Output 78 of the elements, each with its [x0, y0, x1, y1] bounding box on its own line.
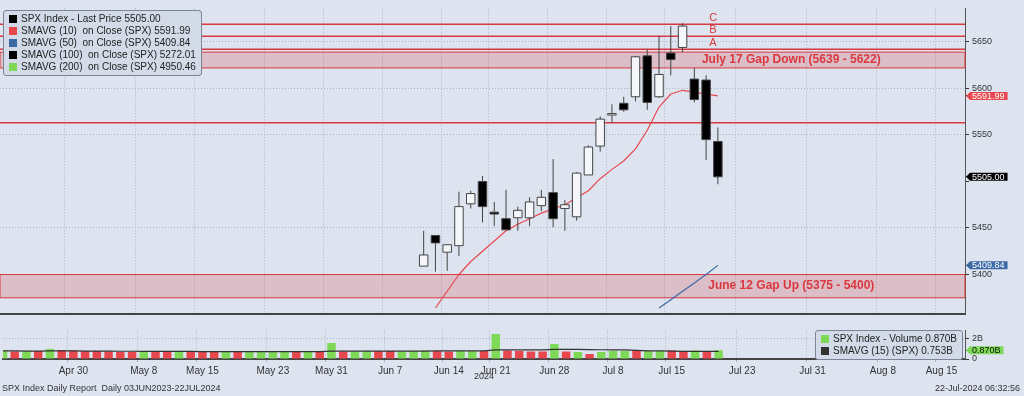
bar	[538, 351, 547, 359]
candlestick	[524, 196, 535, 227]
legend-label: SMAVG (200) on Close (SPX) 4950.46	[21, 61, 196, 74]
candlestick	[607, 103, 617, 124]
y-tick-label: 5600	[972, 82, 993, 93]
bar	[561, 351, 571, 359]
bar	[315, 351, 324, 359]
x-tick-label: Jun 14	[433, 364, 465, 376]
ref-line-label: C	[709, 10, 718, 23]
candlestick	[430, 234, 441, 273]
ref-line-label: B	[709, 22, 717, 35]
bar	[550, 343, 559, 359]
bar	[573, 351, 583, 359]
band-label: June 12 Gap Up (5375 - 5400)	[708, 278, 875, 293]
bar	[491, 333, 500, 359]
bar	[620, 350, 630, 359]
bar	[597, 351, 606, 359]
y-tick-label: 5450	[972, 222, 993, 233]
legend-label: SMAVG (50) on Close (SPX) 5409.84	[21, 37, 191, 50]
x-tick-label: Apr 30	[58, 364, 89, 376]
candlestick	[560, 199, 570, 232]
bar	[644, 350, 653, 359]
legend-label: SPX Index - Volume 0.870B	[833, 332, 957, 345]
candlestick	[654, 35, 664, 99]
ref-line-label: A	[709, 35, 718, 48]
y-tick-label: 5591.99	[972, 90, 1005, 101]
bar	[174, 351, 184, 359]
y-tick-label: 5400	[972, 269, 993, 279]
y-tick-label: 5505.00	[972, 171, 1005, 182]
candlestick	[489, 201, 500, 227]
x-tick-label: Jun 7	[377, 364, 403, 376]
candlestick	[418, 230, 429, 267]
bar	[127, 351, 137, 359]
y-tick-label: 0	[972, 353, 978, 364]
x-tick-label: May 23	[256, 364, 290, 376]
legend-label: SMAVG (100) on Close (SPX) 5272.01	[21, 49, 196, 62]
bar	[163, 351, 172, 359]
candlestick	[501, 189, 511, 231]
x-tick-label: May 31	[315, 364, 349, 376]
bar	[479, 350, 489, 359]
x-tick-label: Jul 23	[728, 364, 756, 376]
legend-label: SPX Index - Last Price 5505.00	[21, 13, 161, 26]
bar	[585, 353, 594, 359]
candlestick	[666, 25, 676, 76]
band-label: July 17 Gap Down (5639 - 5622)	[701, 52, 881, 67]
candlestick	[442, 244, 452, 272]
bar	[327, 342, 336, 359]
y-tick-label: 0.870B	[972, 345, 1001, 356]
text: SPX Index Daily Report Daily 03JUN2023-22JUL2024	[2, 383, 221, 393]
x-tick-label: May 8	[130, 364, 158, 376]
bar	[514, 350, 524, 359]
x-tick-label: Aug 15	[925, 364, 958, 376]
y-tick-label: 5409.84	[972, 260, 1005, 271]
text: 22-Jul-2024 06:32:56	[934, 383, 1020, 393]
bar	[714, 350, 723, 359]
bar	[256, 351, 266, 359]
bar	[116, 351, 125, 359]
bar	[526, 351, 536, 359]
bar	[221, 351, 231, 359]
y-tick-label: 2B	[972, 333, 984, 344]
legend-label: SMAVG (15) (SPX) 0.753B	[833, 344, 953, 357]
y-tick-label: 5550	[972, 129, 993, 140]
bar	[209, 351, 219, 359]
x-tick-label: Jul 15	[658, 364, 686, 376]
legend-label: SMAVG (10) on Close (SPX) 5591.99	[21, 25, 191, 38]
bar	[151, 351, 160, 359]
x-tick-label: Aug 8	[869, 364, 897, 376]
candlestick	[677, 22, 688, 53]
x-tick-label: Jul 8	[602, 364, 625, 376]
candlestick	[513, 206, 523, 232]
candlestick	[689, 67, 700, 103]
candlestick	[536, 189, 547, 212]
x-tick-label: Jul 31	[799, 364, 827, 376]
bar	[608, 350, 618, 359]
bar	[245, 351, 254, 359]
x-tick-label: May 15	[186, 364, 220, 376]
x-tick-label: Jun 28	[539, 364, 570, 376]
y-tick-label: 5650	[972, 36, 993, 47]
